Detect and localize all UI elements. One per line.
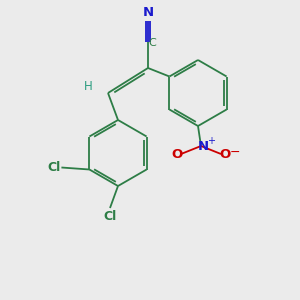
- Text: Cl: Cl: [48, 161, 61, 174]
- Text: +: +: [207, 136, 215, 146]
- Text: O: O: [171, 148, 183, 160]
- Text: −: −: [230, 146, 240, 158]
- Text: O: O: [219, 148, 231, 160]
- Text: H: H: [84, 80, 92, 92]
- Text: N: N: [197, 140, 208, 152]
- Text: C: C: [148, 38, 156, 48]
- Text: Cl: Cl: [103, 209, 117, 223]
- Text: N: N: [142, 7, 154, 20]
